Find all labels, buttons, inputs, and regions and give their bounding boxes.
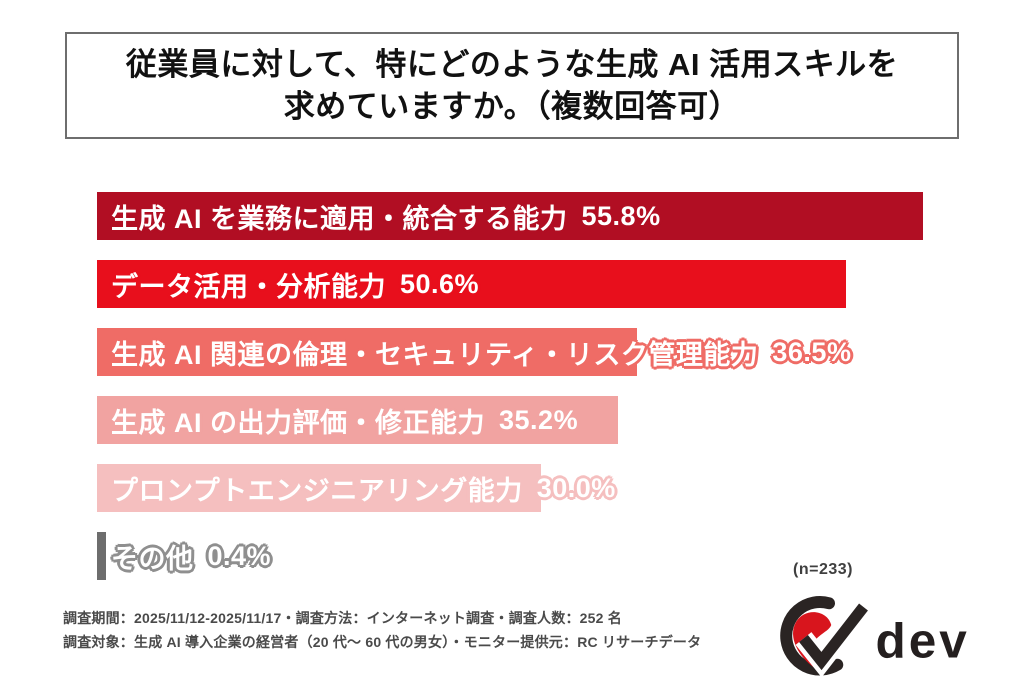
checkmark-icon	[799, 603, 868, 671]
bar-row-other: その他 0.4%	[97, 532, 997, 580]
bar-value: 55.8%	[581, 200, 661, 231]
logo: dev	[752, 586, 984, 678]
bar	[97, 192, 923, 240]
bar-label: 生成 AI の出力評価・修正能力	[111, 407, 486, 438]
page-title-line-1: 従業員に対して、特にどのような生成 AI 活用スキルを	[125, 46, 899, 82]
logo-mark-icon	[780, 596, 872, 678]
title-box: 従業員に対して、特にどのような生成 AI 活用スキルを 求めていますか。（複数回…	[65, 32, 959, 139]
bar	[97, 396, 618, 444]
bar-row-ethics-security-risk: 生成 AI 関連の倫理・セキュリティ・リスク管理能力 36.5%	[97, 328, 997, 376]
page-title-line-2: 求めていますか。（複数回答可）	[283, 88, 741, 124]
bar-row-apply-integrate: 生成 AI を業務に適用・統合する能力 55.8%	[97, 192, 997, 240]
sample-size-note: (n=233)	[793, 561, 853, 578]
bar-label: 生成 AI 関連の倫理・セキュリティ・リスク管理能力	[111, 339, 759, 370]
survey-note-line-1: 調査期間：2025/11/12-2025/11/17・調査方法：インターネット調…	[63, 610, 622, 626]
bar-row-prompt-engineering: プロンプトエンジニアリング能力 30.0%	[97, 464, 997, 512]
bar	[97, 260, 846, 308]
bar-label-group: 生成 AI を業務に適用・統合する能力 55.8%	[97, 192, 661, 240]
bar-label: 生成 AI を業務に適用・統合する能力	[111, 203, 568, 234]
bar-value: 0.4%	[207, 540, 272, 571]
bar-label-group: その他 0.4%	[97, 532, 271, 580]
bar-chart: 生成 AI を業務に適用・統合する能力 55.8% データ活用・分析能力 50.…	[97, 192, 997, 600]
bar-label-group: 生成 AI の出力評価・修正能力 35.2%	[97, 396, 578, 444]
bar-label: その他	[111, 543, 194, 574]
bar-label-group: プロンプトエンジニアリング能力 30.0%	[97, 464, 616, 512]
bar	[97, 464, 541, 512]
bar	[97, 532, 106, 580]
bar-row-output-evaluation: 生成 AI の出力評価・修正能力 35.2%	[97, 396, 997, 444]
logo-text: dev	[876, 613, 970, 668]
bar-value: 50.6%	[400, 268, 480, 299]
bar-row-data-analysis: データ活用・分析能力 50.6%	[97, 260, 997, 308]
survey-notes: 調査期間：2025/11/12-2025/11/17・調査方法：インターネット調…	[63, 606, 701, 654]
bar-label-group: 生成 AI 関連の倫理・セキュリティ・リスク管理能力 36.5%	[97, 328, 851, 376]
bar-value: 36.5%	[772, 336, 852, 367]
survey-note-line-2: 調査対象：生成 AI 導入企業の経営者（20 代〜 60 代の男女）・モニター提…	[63, 634, 702, 650]
bar-label: プロンプトエンジニアリング能力	[111, 475, 523, 506]
bar-label-group: データ活用・分析能力 50.6%	[97, 260, 479, 308]
bar-label: データ活用・分析能力	[111, 271, 386, 302]
bar-value: 35.2%	[499, 404, 579, 435]
bar-value: 30.0%	[536, 472, 616, 503]
bar	[97, 328, 638, 376]
